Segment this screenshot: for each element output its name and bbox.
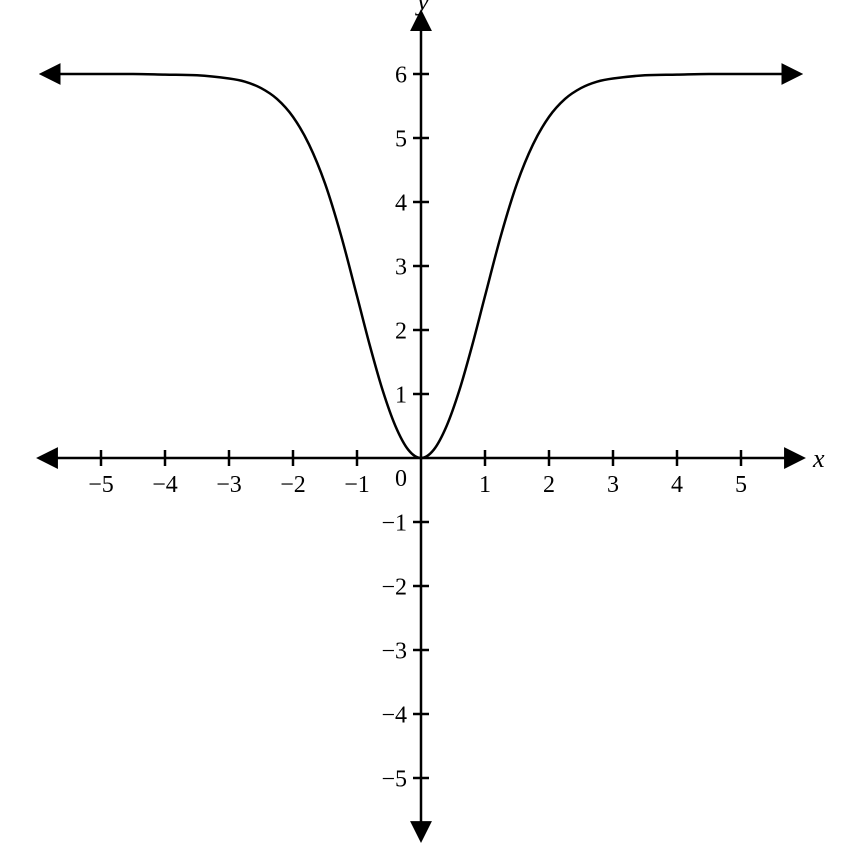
y-tick-label: 3 (395, 254, 407, 280)
x-tick-label: −5 (88, 472, 114, 498)
y-tick-label: −5 (381, 766, 407, 792)
y-tick-label: 4 (395, 190, 407, 216)
y-axis-label: y (414, 0, 429, 16)
x-tick-label: 4 (671, 472, 683, 498)
y-tick-label: 1 (395, 382, 407, 408)
x-tick-label: 1 (479, 472, 491, 498)
x-tick-label: −2 (280, 472, 306, 498)
x-axis-label: x (812, 444, 825, 473)
origin-label: 0 (395, 466, 407, 492)
x-tick-label: −4 (152, 472, 178, 498)
x-tick-label: −3 (216, 472, 242, 498)
y-tick-label: 2 (395, 318, 407, 344)
y-tick-label: 6 (395, 62, 407, 88)
y-tick-label: −2 (381, 574, 407, 600)
y-tick-label: 5 (395, 126, 407, 152)
y-tick-label: −3 (381, 638, 407, 664)
coordinate-plane-chart: −5 −4 −3 −2 −1 1 2 3 4 5 −5 −4 −3 −2 −1 1 2 3 4 5 6 0 x y (0, 0, 843, 845)
x-tick-label: −1 (344, 472, 370, 498)
x-tick-label: 2 (543, 472, 555, 498)
x-tick-label: 5 (735, 472, 747, 498)
y-tick-label: −4 (381, 702, 407, 728)
y-tick-label: −1 (381, 510, 407, 536)
x-tick-label: 3 (607, 472, 619, 498)
